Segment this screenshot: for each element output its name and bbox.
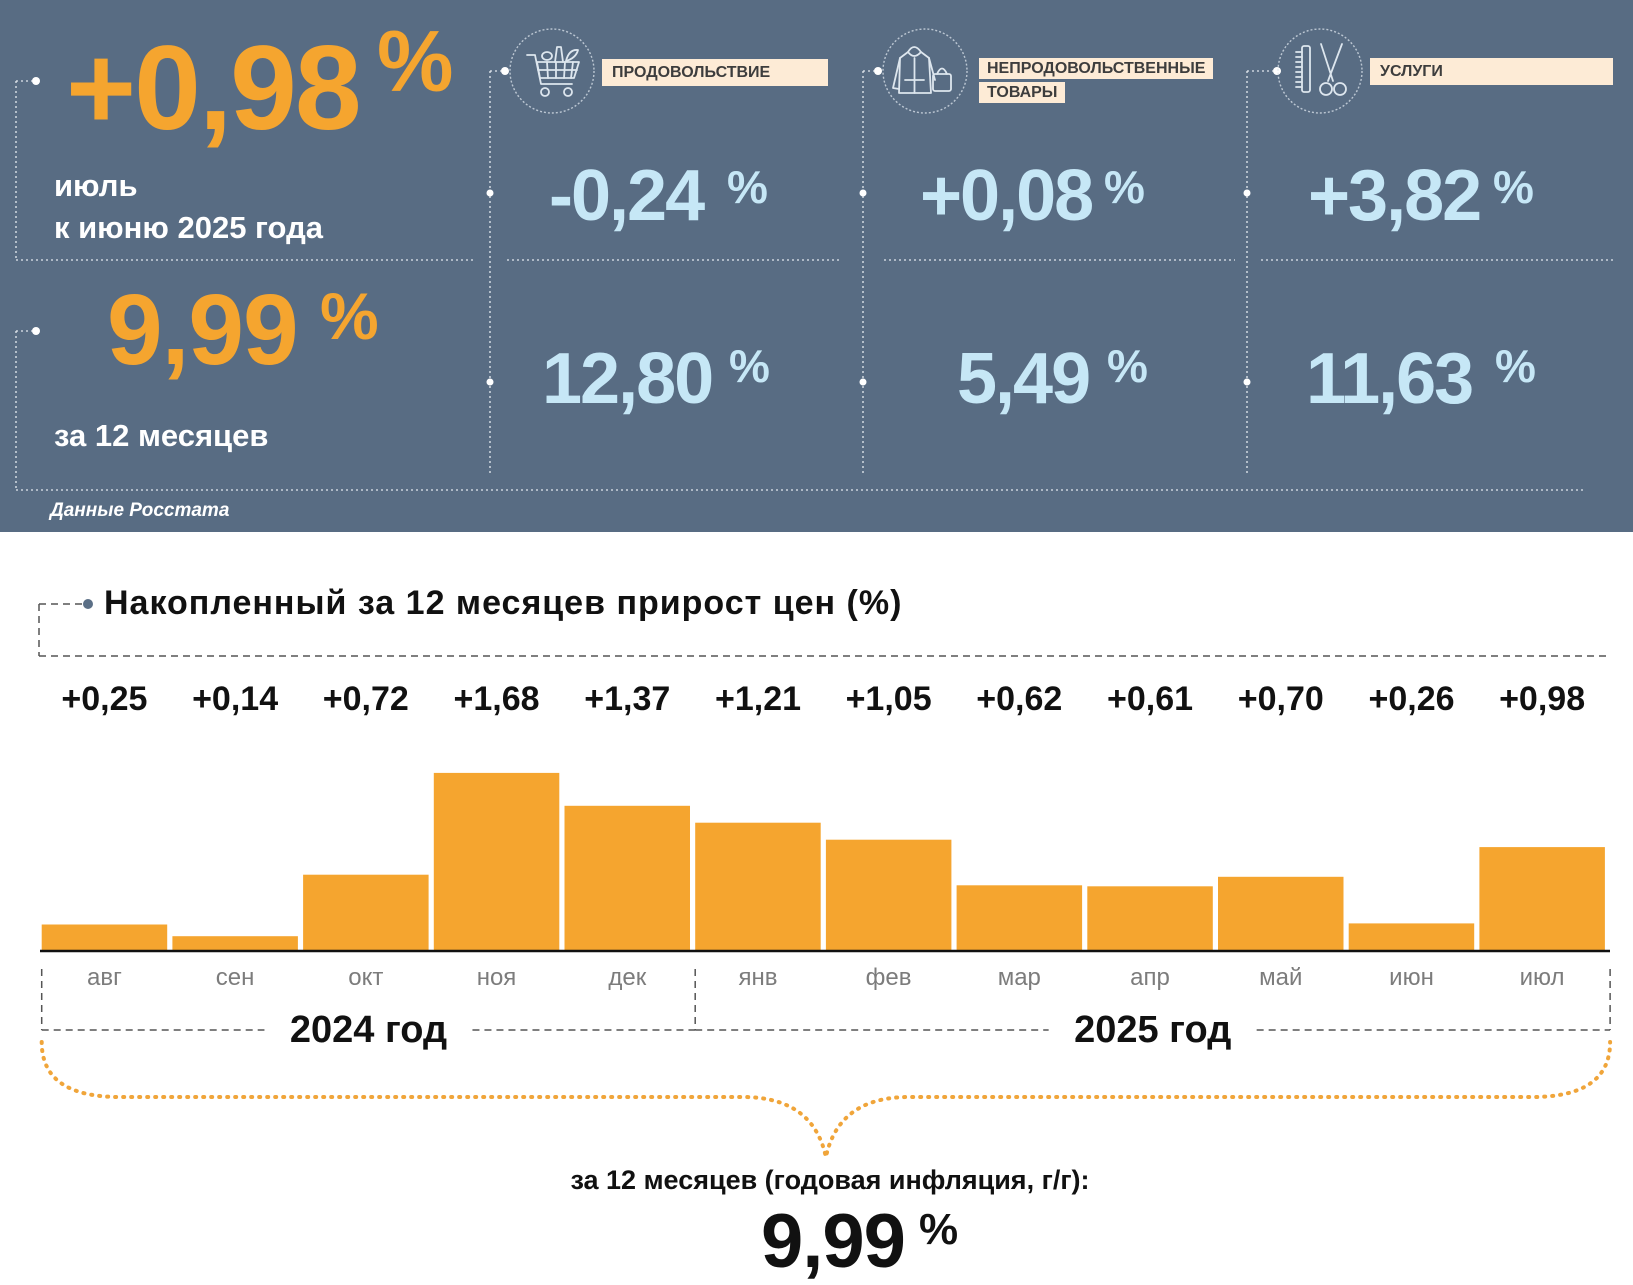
shopping-cart-icon <box>509 28 595 114</box>
month-label: апр <box>1130 964 1170 991</box>
month-label: авг <box>87 964 122 991</box>
headline-frame <box>15 77 1584 491</box>
value-labels: +0,25 +0,14 +0,72 +1,68 +1,37 +1,21 +1,05 +0,62… <box>61 680 1585 718</box>
month-labels: авг сен окт ноя дек янв фев мар апр май июн июл <box>87 964 1565 991</box>
year-label: 2025 год <box>1074 1009 1231 1051</box>
food-annual-value: 12,80 <box>542 339 714 419</box>
category-label-services: УСЛУГИ <box>1370 58 1613 85</box>
bar-chart: +0,25 +0,14 +0,72 +1,68 +1,37 +1,21 +1,05 +0,62… <box>38 599 1613 1158</box>
bars <box>41 772 1605 951</box>
column-divider-services <box>1243 67 1613 474</box>
value-label: +0,26 <box>1368 680 1454 718</box>
bar-month-5 <box>564 805 690 951</box>
value-label: +0,98 <box>1499 680 1585 718</box>
column-divider-nonfood <box>859 67 1235 474</box>
value-label: +0,61 <box>1107 680 1193 718</box>
nonfood-annual-value: 5,49 <box>957 339 1091 419</box>
bar-month-7 <box>825 839 952 951</box>
bar-month-2 <box>172 936 298 951</box>
value-label: +0,70 <box>1238 680 1324 718</box>
year-groups: 2024 год 2025 год <box>40 969 1611 1051</box>
year-label: 2024 год <box>290 1009 447 1051</box>
clothing-and-bag-icon <box>882 28 968 114</box>
food-monthly-unit: % <box>727 161 768 213</box>
month-label: июл <box>1520 964 1565 991</box>
annual-summary-caption: за 12 месяцев (годовая инфляция, г/г): <box>570 1165 1090 1195</box>
month-label: дек <box>608 964 646 991</box>
value-label: +0,25 <box>61 680 147 718</box>
food-annual-unit: % <box>729 340 770 392</box>
value-label: +1,05 <box>846 680 932 718</box>
month-label: фев <box>866 964 912 991</box>
monthly-comparison-label: к июню 2025 года <box>54 210 323 245</box>
panel-decorations <box>15 28 1613 491</box>
bar-month-10 <box>1218 876 1344 951</box>
month-label: июн <box>1389 964 1434 991</box>
month-label: янв <box>739 964 778 991</box>
monthly-inflation-unit: % <box>377 14 454 110</box>
value-label: +0,14 <box>192 680 278 718</box>
value-label: +1,68 <box>453 680 539 718</box>
month-label: май <box>1259 964 1302 991</box>
value-label: +0,72 <box>323 680 409 718</box>
month-label: ноя <box>477 964 517 991</box>
category-label-food: ПРОДОВОЛЬСТВИЕ <box>602 59 828 86</box>
services-annual-unit: % <box>1495 340 1536 392</box>
annual-period-label: за 12 месяцев <box>54 418 269 453</box>
annual-summary-value: 9,99 <box>761 1199 906 1284</box>
category-label-nonfood: НЕПРОДОВОЛЬСТВЕННЫЕ ТОВАРЫ <box>979 58 1214 103</box>
annual-inflation-value: 9,99 <box>107 274 299 386</box>
bar-month-1 <box>41 924 168 951</box>
source-note: Данные Росстата <box>50 500 230 521</box>
services-annual-value: 11,63 <box>1306 339 1474 419</box>
monthly-inflation-value: +0,98 <box>66 21 362 155</box>
comb-and-scissors-icon <box>1277 28 1363 114</box>
summary-panel <box>0 0 1633 532</box>
bar-month-8 <box>956 885 1083 951</box>
month-label: мар <box>998 964 1041 991</box>
bar-month-9 <box>1087 886 1213 951</box>
chart-title: Накопленный за 12 месяцев прирост цен (%… <box>104 584 903 622</box>
bar-month-4 <box>433 772 560 951</box>
nonfood-monthly-unit: % <box>1104 161 1145 213</box>
services-monthly-value: +3,82 <box>1308 156 1482 236</box>
column-divider-food <box>486 67 842 474</box>
bar-month-12 <box>1479 847 1605 951</box>
services-monthly-unit: % <box>1493 161 1534 213</box>
annual-inflation-unit: % <box>320 279 379 353</box>
month-label: окт <box>348 964 383 991</box>
nonfood-monthly-value: +0,08 <box>920 156 1094 236</box>
annual-total-brace <box>39 1040 1613 1158</box>
category-label-nonfood-wrap: НЕПРОДОВОЛЬСТВЕННЫЕ ТОВАРЫ <box>979 57 1241 105</box>
title-leader <box>38 599 1610 657</box>
bar-month-3 <box>303 874 429 951</box>
value-label: +1,37 <box>584 680 670 718</box>
month-label: сен <box>216 964 255 991</box>
monthly-period-label: июль <box>54 168 138 203</box>
value-label: +0,62 <box>976 680 1062 718</box>
bar-month-6 <box>695 822 821 951</box>
annual-summary-unit: % <box>919 1205 959 1254</box>
nonfood-annual-unit: % <box>1107 340 1148 392</box>
value-label: +1,21 <box>715 680 801 718</box>
food-monthly-value: -0,24 <box>549 156 705 236</box>
bar-month-11 <box>1348 923 1475 951</box>
